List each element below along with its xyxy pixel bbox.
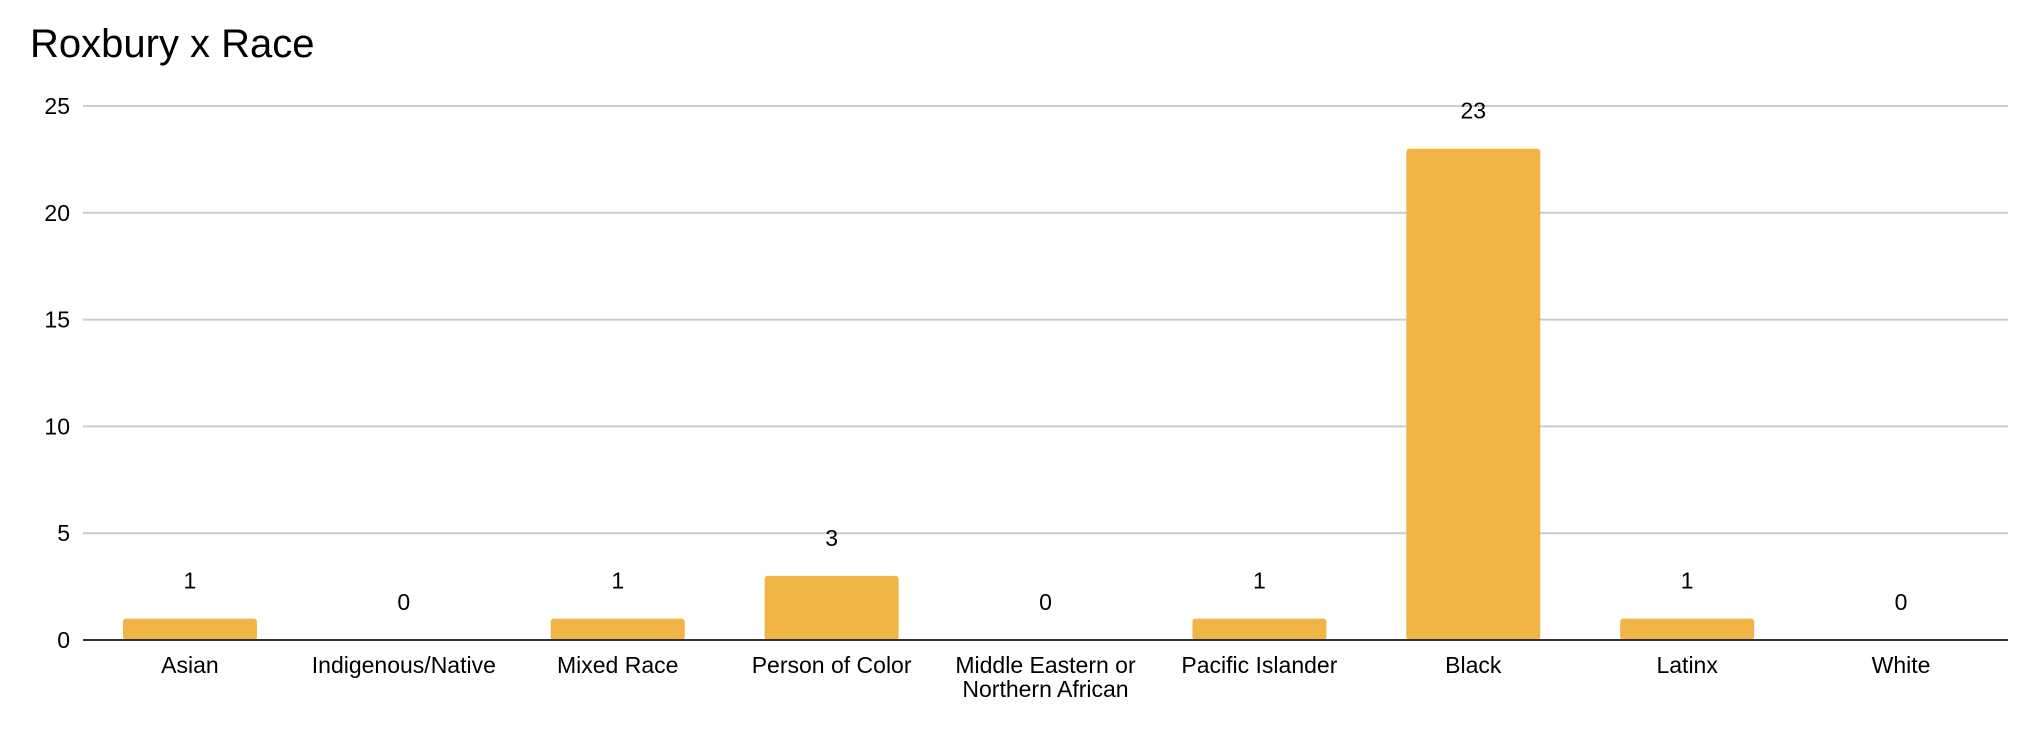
bar — [764, 575, 899, 640]
data-label: 1 — [611, 568, 624, 594]
data-label: 23 — [1460, 98, 1486, 124]
y-tick-label: 5 — [57, 520, 70, 546]
y-tick-label: 15 — [44, 307, 70, 333]
y-axis-ticks: 0 5 10 15 20 25 — [44, 93, 70, 653]
bar — [550, 618, 685, 640]
gridlines — [83, 105, 2008, 535]
data-label: 1 — [1253, 568, 1266, 594]
x-tick-label: Asian — [161, 652, 219, 678]
x-tick-label: Indigenous/Native — [312, 652, 496, 678]
data-label: 0 — [1895, 589, 1908, 615]
x-tick-label: Middle Eastern or — [955, 652, 1136, 678]
x-tick-label: Latinx — [1656, 652, 1718, 678]
y-tick-label: 10 — [44, 413, 70, 439]
data-label: 1 — [184, 568, 197, 594]
x-tick-label: Mixed Race — [557, 652, 678, 678]
data-label: 3 — [825, 525, 838, 551]
y-tick-label: 0 — [57, 627, 70, 653]
x-tick-label: Person of Color — [752, 652, 912, 678]
bar — [1192, 618, 1327, 640]
bar — [1620, 618, 1755, 640]
data-labels: 1 0 1 3 0 1 23 1 0 — [184, 98, 1908, 615]
x-tick-label: Northern African — [962, 676, 1128, 702]
data-label: 0 — [397, 589, 410, 615]
chart-title: Roxbury x Race — [30, 22, 315, 66]
bar — [1406, 148, 1541, 640]
y-tick-label: 20 — [44, 200, 70, 226]
x-tick-label: White — [1872, 652, 1931, 678]
bar — [122, 618, 257, 640]
x-axis-ticks: Asian Indigenous/Native Mixed Race Person o… — [161, 652, 1930, 702]
bars — [122, 148, 1755, 640]
data-label: 0 — [1039, 589, 1052, 615]
y-tick-label: 25 — [44, 93, 70, 119]
x-tick-label: Black — [1445, 652, 1502, 678]
x-tick-label: Pacific Islander — [1181, 652, 1337, 678]
data-label: 1 — [1681, 568, 1694, 594]
